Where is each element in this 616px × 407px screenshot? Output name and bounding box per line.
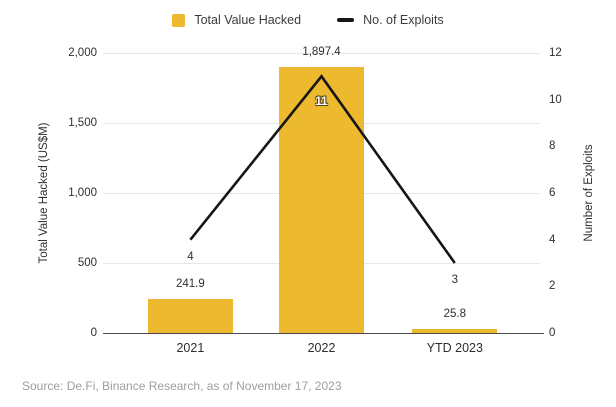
right-axis-tick-label: 12 [549, 47, 562, 59]
legend-label: No. of Exploits [363, 13, 444, 27]
legend-item-no-of-exploits: No. of Exploits [337, 13, 444, 27]
line-value-label: 11 [315, 96, 328, 109]
bar-value-label: 241.9 [176, 278, 205, 291]
x-axis-tick-label: 2021 [176, 341, 205, 355]
line-series-swatch-icon [337, 18, 355, 22]
bar-series-swatch-icon [172, 13, 186, 27]
source-note: Source: De.Fi, Binance Research, as of N… [22, 379, 342, 393]
line-value-label: 4 [187, 250, 194, 263]
bar-value-label: 1,897.4 [302, 46, 341, 59]
bar-2021 [147, 299, 233, 333]
x-axis-tick-label: YTD 2023 [426, 341, 483, 355]
right-axis-tick-label: 10 [549, 93, 562, 106]
x-axis-tick-label: 2022 [307, 341, 336, 355]
bar-value-label: 25.8 [443, 308, 466, 321]
x-axis-line [103, 332, 545, 334]
left-axis-ticks: 0 500 1,000 1,500 2,000 [0, 47, 97, 339]
right-axis-tick-label: 4 [549, 233, 556, 246]
right-axis-tick-label: 2 [549, 280, 556, 293]
left-axis-tick-label: 0 [90, 327, 97, 339]
left-axis-tick-label: 2,000 [68, 47, 97, 59]
legend-label: Total Value Hacked [194, 13, 302, 27]
legend-item-total-value-hacked: Total Value Hacked [172, 13, 301, 27]
right-axis-ticks: 0 2 4 6 8 10 12 [549, 47, 609, 339]
left-axis-tick-label: 1,500 [68, 117, 97, 129]
right-axis-tick-label: 0 [549, 327, 556, 339]
exploits-line [189, 74, 456, 264]
right-axis-tick-label: 6 [549, 187, 556, 199]
gridline [103, 52, 540, 54]
line-value-label: 3 [451, 274, 458, 286]
chart-legend: Total Value Hacked No. of Exploits [0, 13, 616, 27]
plot-area: 241.9 1,897.4 25.8 4 11 3 [103, 46, 545, 334]
left-axis-tick-label: 500 [77, 257, 97, 269]
x-axis-ticks: 2021 2022 YTD 2023 [103, 341, 540, 361]
bar-ytd-2023 [412, 329, 498, 333]
left-axis-tick-label: 1,000 [68, 187, 97, 199]
right-axis-tick-label: 8 [549, 140, 556, 153]
